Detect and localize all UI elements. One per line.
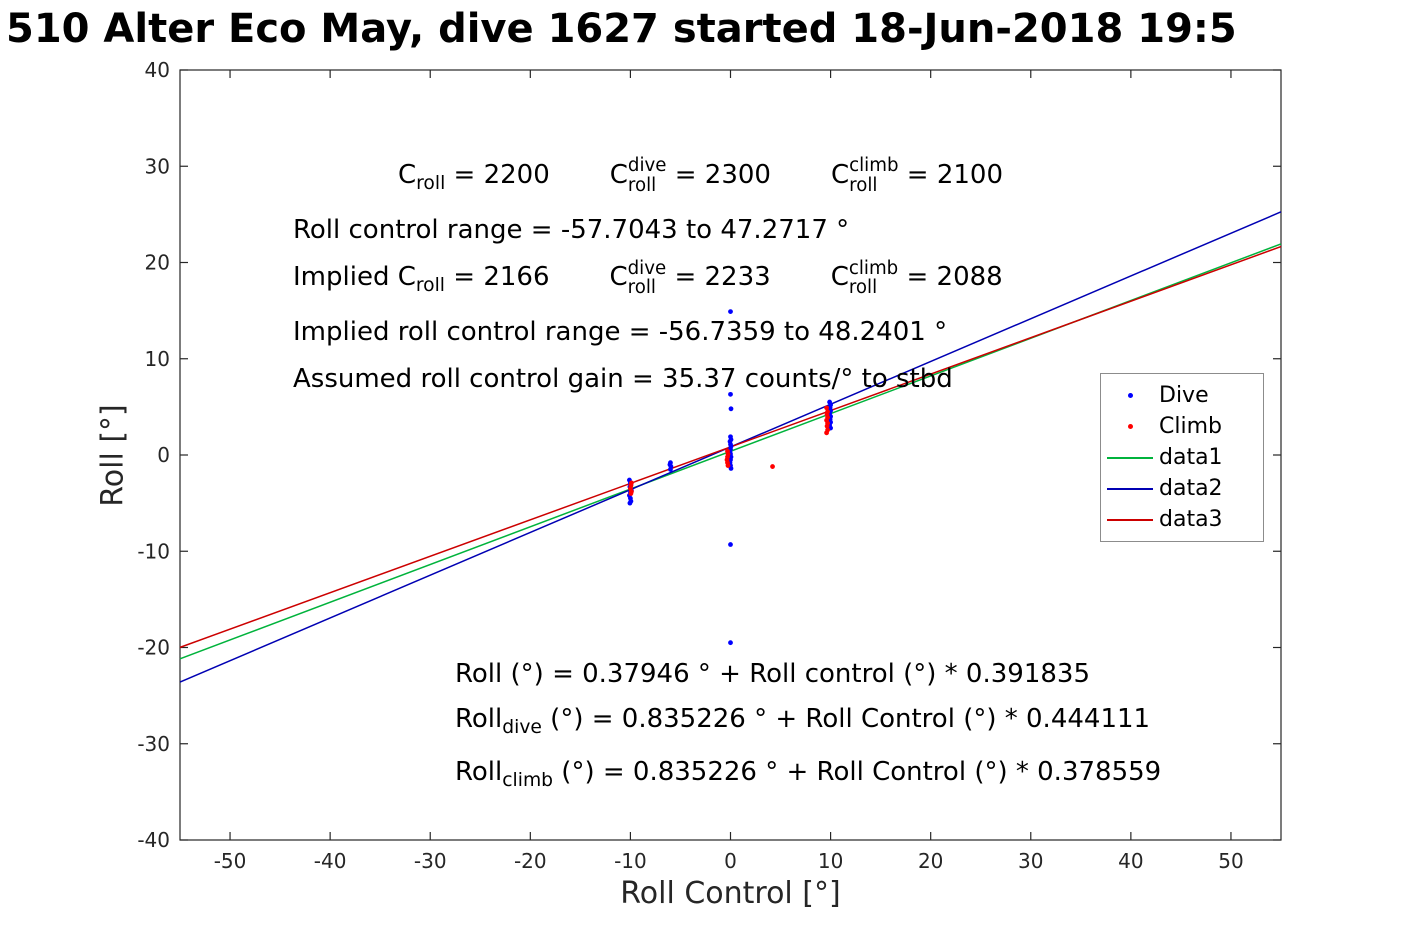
legend-entry-dive: Dive	[1101, 380, 1263, 411]
scatter-point-dive	[728, 466, 734, 471]
legend-label: Climb	[1159, 414, 1222, 439]
legend-line-marker	[1101, 487, 1159, 490]
legend-label: data3	[1159, 507, 1223, 532]
legend-dot-marker	[1101, 393, 1159, 398]
x-tick-label: 50	[1218, 849, 1243, 873]
y-tick-label: 20	[145, 251, 170, 275]
legend-box: Dive Climb data1 data2 data3	[1100, 373, 1264, 542]
annotation-line: Rollclimb (°) = 0.835226 ° + Roll Contro…	[455, 757, 1162, 792]
legend-entry-data2: data2	[1101, 473, 1263, 504]
x-tick-label: 20	[918, 849, 943, 873]
fit-equations: Roll (°) = 0.37946 ° + Roll control (°) …	[455, 652, 1161, 803]
y-tick-label: 0	[157, 443, 170, 467]
x-tick-label: 40	[1118, 849, 1143, 873]
x-axis-label: Roll Control [°]	[620, 876, 841, 911]
x-tick-label: 0	[724, 849, 737, 873]
scatter-point-dive	[728, 406, 734, 412]
scatter-point-climb	[824, 405, 829, 411]
y-tick-label: 40	[145, 58, 170, 82]
legend-entry-data3: data3	[1101, 504, 1263, 535]
annotation-line: Implied roll control range = -56.7359 to…	[293, 317, 948, 348]
y-tick-label: -20	[137, 636, 170, 660]
scatter-point-dive	[728, 640, 733, 646]
y-axis-label: Roll [°]	[95, 404, 131, 507]
legend-line-marker	[1101, 456, 1159, 459]
annotation-line: Assumed roll control gain = 35.37 counts…	[293, 364, 953, 395]
scatter-point-dive	[728, 309, 733, 314]
x-tick-label: -50	[214, 849, 247, 873]
y-tick-label: 10	[145, 347, 170, 371]
scatter-point-climb	[824, 423, 830, 429]
scatter-point-climb	[824, 430, 829, 436]
scatter-point-dive	[627, 500, 633, 506]
annotation-line: Rolldive (°) = 0.835226 ° + Roll Control…	[455, 704, 1151, 739]
scatter-point-dive	[728, 391, 733, 397]
legend-dot-marker	[1101, 424, 1159, 429]
legend-line-marker	[1101, 518, 1159, 521]
legend-label: data1	[1159, 445, 1223, 470]
legend-entry-data1: data1	[1101, 442, 1263, 473]
legend-label: data2	[1159, 476, 1223, 501]
figure-title: 510 Alter Eco May, dive 1627 started 18-…	[6, 6, 1237, 52]
y-tick-label: -10	[137, 539, 170, 563]
scatter-point-climb	[628, 491, 634, 496]
x-tick-label: -30	[414, 849, 447, 873]
annotation-line: Roll (°) = 0.37946 ° + Roll control (°) …	[455, 659, 1090, 689]
scatter-point-dive	[728, 542, 733, 547]
y-tick-label: -40	[137, 828, 170, 852]
x-tick-label: 10	[818, 849, 843, 873]
x-tick-label: -40	[314, 849, 347, 873]
scatter-point-climb	[725, 463, 731, 468]
x-tick-label: -20	[514, 849, 547, 873]
scatter-point-climb	[770, 464, 775, 469]
scatter-point-dive	[668, 467, 673, 472]
y-tick-label: -30	[137, 732, 170, 756]
x-tick-label: -10	[614, 849, 647, 873]
legend-entry-climb: Climb	[1101, 411, 1263, 442]
legend-label: Dive	[1159, 383, 1209, 408]
x-tick-label: 30	[1018, 849, 1043, 873]
annotation-line: Roll control range = -57.7043 to 47.2717…	[293, 215, 850, 246]
y-tick-label: 30	[145, 154, 170, 178]
